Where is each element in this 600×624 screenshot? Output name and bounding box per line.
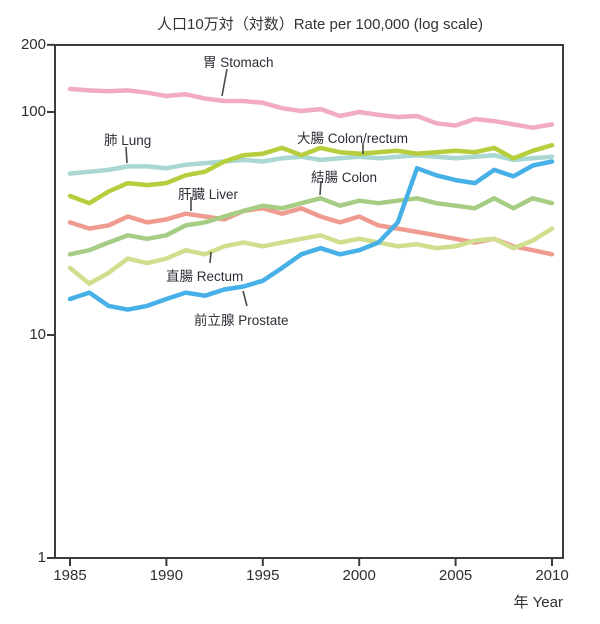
x-tick-label-1990: 1990: [149, 567, 184, 584]
annotation-pointer-rectum: [209, 251, 212, 264]
series-line-liver: [67, 206, 555, 257]
y-tick-label-10: 10: [29, 326, 46, 343]
y-tick-label-1: 1: [37, 549, 46, 566]
y-tick-label-100: 100: [20, 103, 46, 120]
chart-title: 人口10万対（対数）Rate per 100,000 (log scale): [157, 16, 483, 33]
x-tick-label-2010: 2010: [535, 567, 569, 584]
series-line-colon: [67, 196, 555, 257]
series-label-liver: 肝臓 Liver: [178, 187, 239, 202]
x-tick-label-1995: 1995: [246, 567, 280, 584]
annotation-pointer-lung: [125, 146, 128, 164]
x-tick-label-1985: 1985: [53, 567, 87, 584]
series-label-lung: 肺 Lung: [104, 133, 152, 148]
plot-border: [54, 44, 564, 559]
x-axis-label: 年 Year: [513, 594, 563, 611]
annotation-pointer-colon: [319, 180, 322, 196]
annotation-pointer-prostate: [242, 290, 248, 307]
series-line-rectum: [67, 226, 555, 286]
annotation-pointer-stomach: [221, 68, 228, 97]
series-label-colon-rectum: 大腸 Colon/rectum: [297, 131, 409, 146]
y-tick-label-200: 200: [20, 35, 46, 53]
x-tick-label-2000: 2000: [342, 567, 376, 584]
series-label-colon: 結腸 Colon: [311, 170, 378, 185]
series-label-rectum: 直腸 Rectum: [166, 269, 244, 284]
series-label-stomach: 胃 Stomach: [203, 55, 274, 70]
series-line-stomach: [67, 86, 555, 130]
series-line-prostate: [67, 159, 555, 312]
series-line-lung: [67, 152, 555, 176]
x-tick-label-2005: 2005: [438, 567, 473, 584]
series-line-colon-rectum: [67, 142, 555, 206]
series-label-prostate: 前立腺 Prostate: [194, 313, 289, 328]
